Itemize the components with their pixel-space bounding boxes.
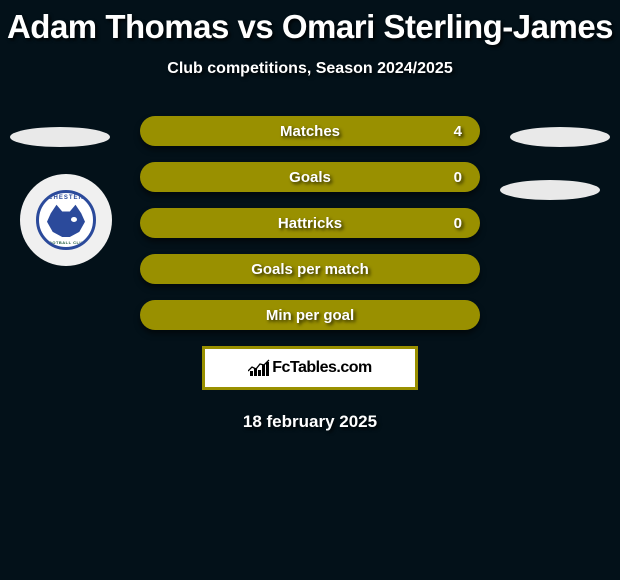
stat-label: Matches — [280, 123, 340, 140]
stat-label: Min per goal — [266, 307, 354, 324]
stat-label: Hattricks — [278, 215, 342, 232]
ellipse-right-2 — [500, 180, 600, 200]
wolf-icon — [47, 203, 85, 237]
stats-container: Matches 4 Goals 0 Hattricks 0 Goals per … — [140, 116, 480, 330]
chart-icon — [248, 359, 270, 377]
subtitle: Club competitions, Season 2024/2025 — [0, 60, 620, 78]
page-title: Adam Thomas vs Omari Sterling-James — [0, 0, 620, 46]
stat-bar-goals: Goals 0 — [140, 162, 480, 192]
stat-value: 0 — [454, 169, 462, 186]
club-badge: CHESTER FOOTBALL CLUB — [20, 174, 112, 266]
badge-inner: CHESTER FOOTBALL CLUB — [36, 190, 96, 250]
stat-label: Goals — [289, 169, 331, 186]
badge-text-top: CHESTER — [48, 195, 84, 201]
stat-label: Goals per match — [251, 261, 369, 278]
stat-value: 4 — [454, 123, 462, 140]
badge-text-bottom: FOOTBALL CLUB — [46, 240, 86, 245]
stat-bar-goals-per-match: Goals per match — [140, 254, 480, 284]
brand-text: FcTables.com — [272, 359, 372, 377]
ellipse-right-1 — [510, 127, 610, 147]
stat-value: 0 — [454, 215, 462, 232]
stat-bar-hattricks: Hattricks 0 — [140, 208, 480, 238]
stat-bar-min-per-goal: Min per goal — [140, 300, 480, 330]
date-text: 18 february 2025 — [0, 412, 620, 432]
brand-box: FcTables.com — [202, 346, 418, 390]
ellipse-left — [10, 127, 110, 147]
stat-bar-matches: Matches 4 — [140, 116, 480, 146]
